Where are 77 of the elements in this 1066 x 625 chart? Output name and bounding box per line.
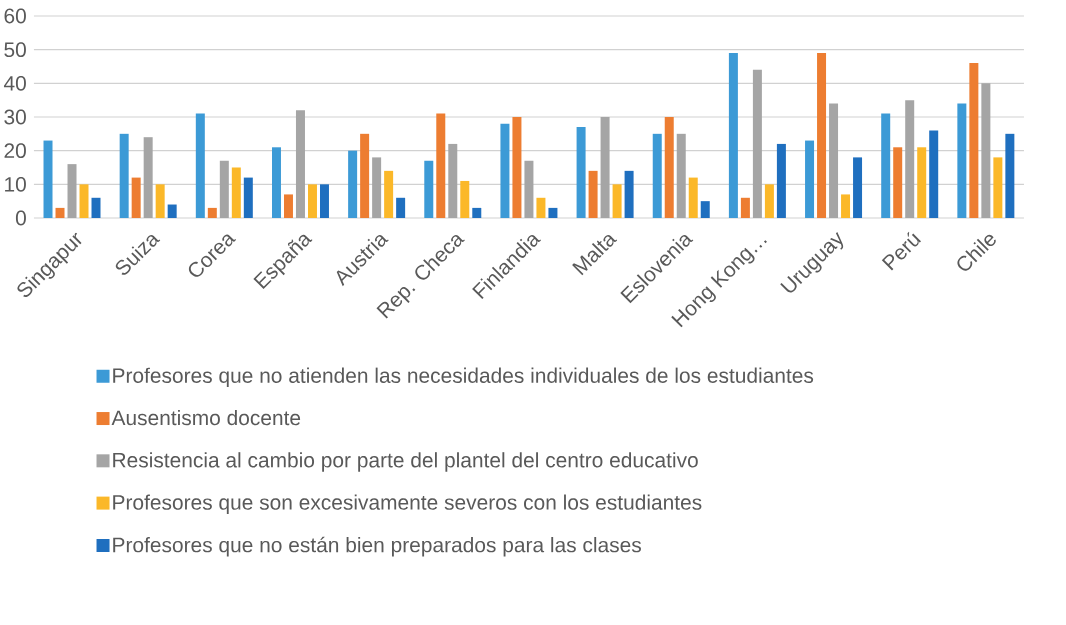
bar	[969, 63, 979, 218]
bar	[740, 197, 750, 218]
y-tick-label: 40	[3, 75, 26, 91]
y-tick-label: 30	[4, 109, 26, 125]
bar	[1005, 133, 1015, 218]
bar	[271, 147, 281, 218]
bar	[295, 110, 305, 218]
bar	[829, 103, 839, 218]
bar	[893, 147, 903, 218]
bar	[55, 207, 65, 218]
bar	[79, 184, 89, 218]
bar	[612, 184, 622, 218]
bar	[119, 133, 129, 218]
bar	[652, 133, 662, 218]
bar	[853, 157, 863, 218]
bar	[195, 113, 205, 218]
bar	[243, 177, 253, 218]
bar	[384, 170, 394, 218]
bar	[319, 184, 329, 218]
legend-label: Profesores que son excesivamente severos con los estudiantes	[113, 494, 702, 514]
bar	[207, 207, 217, 218]
bar	[67, 164, 77, 218]
bar	[155, 184, 165, 218]
bar	[348, 150, 358, 218]
bar	[43, 140, 53, 218]
y-tick-label: 60	[4, 8, 26, 24]
bar	[436, 113, 446, 218]
bar	[283, 194, 293, 218]
bar	[460, 180, 470, 218]
y-tick-label: 0	[15, 210, 26, 226]
bar	[231, 167, 241, 218]
bar	[700, 201, 710, 218]
bar	[981, 83, 991, 218]
bar	[576, 127, 586, 218]
legend-label: Profesores que no atienden las necesidades individuales de los estudiantes	[113, 367, 814, 388]
bar	[905, 100, 915, 218]
bar	[536, 197, 546, 218]
bar	[841, 194, 851, 218]
y-tick-label: 20	[4, 143, 26, 159]
bar	[957, 103, 967, 218]
bar	[307, 184, 317, 218]
bar	[600, 116, 610, 218]
legend-label: Profesores que no están bien preparados para las clases	[113, 536, 641, 557]
bar	[688, 177, 698, 218]
bar	[143, 137, 153, 218]
bar	[929, 130, 939, 218]
bar	[91, 197, 101, 218]
bar	[524, 160, 534, 218]
bar	[500, 123, 510, 218]
bar	[776, 143, 786, 218]
bar	[624, 170, 634, 218]
bar	[424, 160, 434, 218]
bar	[881, 113, 891, 218]
bar	[472, 207, 482, 218]
bar	[360, 133, 370, 218]
bar	[219, 160, 229, 218]
bar	[664, 116, 674, 218]
bar	[993, 157, 1003, 218]
bar	[817, 53, 827, 218]
bar	[372, 157, 382, 218]
bar	[752, 69, 762, 218]
bar	[167, 204, 177, 218]
bar	[396, 197, 406, 218]
y-tick-label: 10	[5, 176, 26, 192]
bar	[588, 170, 598, 218]
bar	[676, 133, 686, 218]
bar	[917, 147, 927, 218]
bar	[764, 184, 774, 218]
legend-label: Ausentismo docente	[111, 409, 301, 426]
bar	[131, 177, 141, 218]
legend-label: Resistencia al cambio por parte del plantel del centro educativo	[113, 452, 698, 472]
bar	[548, 207, 558, 218]
bar	[805, 140, 815, 218]
y-tick-label: 50	[4, 42, 26, 58]
bar	[448, 143, 458, 218]
bar	[512, 116, 522, 218]
bar	[728, 53, 738, 218]
